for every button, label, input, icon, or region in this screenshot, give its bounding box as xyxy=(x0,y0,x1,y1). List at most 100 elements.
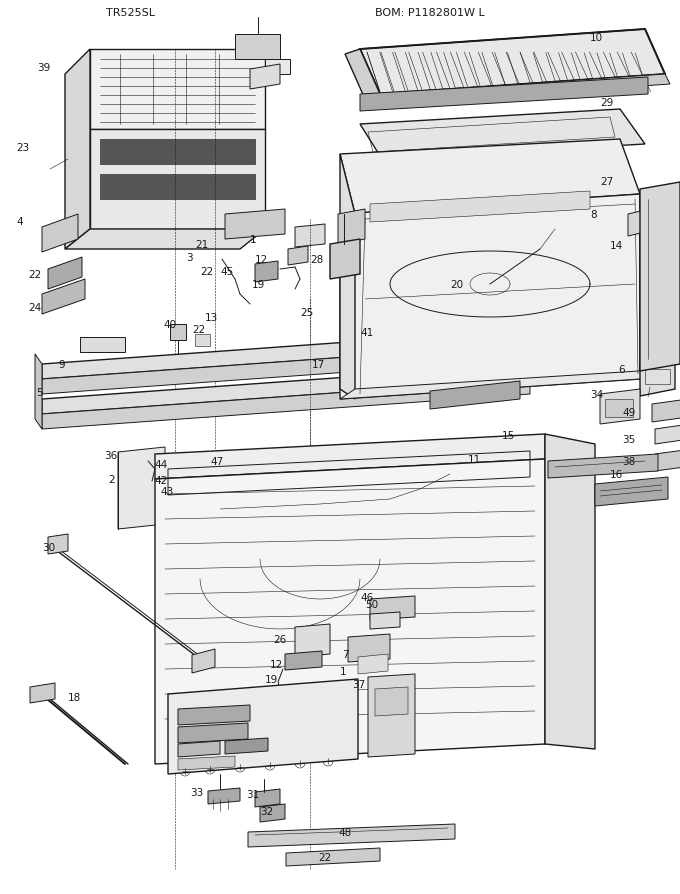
Polygon shape xyxy=(600,390,640,425)
Text: 48: 48 xyxy=(338,827,352,837)
Polygon shape xyxy=(208,462,248,485)
Text: 41: 41 xyxy=(360,327,373,338)
Polygon shape xyxy=(158,465,198,483)
Polygon shape xyxy=(285,651,322,670)
Polygon shape xyxy=(652,400,680,423)
Text: 50: 50 xyxy=(365,599,378,610)
Polygon shape xyxy=(640,358,675,397)
Polygon shape xyxy=(595,477,668,506)
Polygon shape xyxy=(340,369,670,400)
Text: 35: 35 xyxy=(622,434,635,444)
Polygon shape xyxy=(286,848,380,866)
Polygon shape xyxy=(90,50,265,130)
Text: 11: 11 xyxy=(468,454,481,465)
Text: 20: 20 xyxy=(450,280,463,290)
Polygon shape xyxy=(192,649,215,673)
Polygon shape xyxy=(295,624,330,657)
Polygon shape xyxy=(208,789,240,804)
Polygon shape xyxy=(355,325,415,347)
Polygon shape xyxy=(640,182,680,372)
Text: 22: 22 xyxy=(318,852,331,862)
Polygon shape xyxy=(370,192,590,223)
Bar xyxy=(80,338,125,352)
Text: 9: 9 xyxy=(58,359,65,369)
Polygon shape xyxy=(345,50,380,100)
Polygon shape xyxy=(42,215,78,253)
Text: 45: 45 xyxy=(220,266,233,276)
Bar xyxy=(195,334,210,347)
Polygon shape xyxy=(100,175,255,199)
Text: 14: 14 xyxy=(610,240,624,250)
Polygon shape xyxy=(340,155,355,400)
Polygon shape xyxy=(48,535,68,554)
Polygon shape xyxy=(370,596,415,620)
Polygon shape xyxy=(178,741,220,757)
Polygon shape xyxy=(288,247,308,266)
Text: 44: 44 xyxy=(154,460,167,469)
Polygon shape xyxy=(65,50,90,249)
Polygon shape xyxy=(160,486,193,504)
Polygon shape xyxy=(30,683,55,704)
Polygon shape xyxy=(340,195,640,400)
Bar xyxy=(645,369,670,384)
Polygon shape xyxy=(330,240,360,280)
Polygon shape xyxy=(90,130,265,230)
Polygon shape xyxy=(548,454,658,478)
Text: 38: 38 xyxy=(622,457,635,467)
Polygon shape xyxy=(628,207,658,237)
Polygon shape xyxy=(345,299,380,323)
Text: TR525SL: TR525SL xyxy=(105,8,154,18)
Polygon shape xyxy=(295,224,325,248)
Text: 22: 22 xyxy=(200,266,214,276)
Polygon shape xyxy=(248,824,455,847)
Polygon shape xyxy=(338,210,365,245)
Polygon shape xyxy=(655,425,680,444)
Polygon shape xyxy=(358,654,388,674)
Polygon shape xyxy=(100,139,255,164)
Bar xyxy=(605,400,633,417)
Text: 19: 19 xyxy=(265,674,278,684)
Polygon shape xyxy=(260,804,285,822)
Polygon shape xyxy=(640,185,670,380)
Polygon shape xyxy=(360,110,645,160)
Text: 26: 26 xyxy=(273,634,286,645)
Polygon shape xyxy=(225,210,285,240)
Text: 29: 29 xyxy=(600,97,613,108)
Text: 7: 7 xyxy=(342,649,349,659)
Polygon shape xyxy=(178,723,248,743)
Text: 37: 37 xyxy=(352,679,365,689)
Polygon shape xyxy=(42,344,530,394)
Polygon shape xyxy=(168,679,358,774)
Polygon shape xyxy=(65,230,265,249)
Polygon shape xyxy=(48,257,82,290)
Text: 8: 8 xyxy=(590,210,596,220)
Text: 36: 36 xyxy=(104,451,117,460)
Polygon shape xyxy=(370,612,400,629)
Text: 43: 43 xyxy=(160,486,173,496)
Polygon shape xyxy=(655,450,680,471)
Polygon shape xyxy=(42,365,530,415)
Polygon shape xyxy=(225,738,268,755)
Polygon shape xyxy=(42,380,530,429)
Text: 47: 47 xyxy=(210,457,223,467)
Polygon shape xyxy=(255,262,278,283)
Text: 16: 16 xyxy=(610,469,624,479)
Polygon shape xyxy=(178,705,250,725)
Text: 34: 34 xyxy=(590,390,603,400)
Polygon shape xyxy=(178,756,235,770)
Text: 49: 49 xyxy=(622,408,635,417)
Text: 4: 4 xyxy=(16,216,22,227)
Text: 40: 40 xyxy=(163,320,176,330)
Text: 30: 30 xyxy=(42,543,55,552)
Polygon shape xyxy=(340,139,640,215)
Polygon shape xyxy=(155,434,545,479)
Text: 2: 2 xyxy=(108,475,115,485)
Text: 22: 22 xyxy=(192,325,205,334)
Text: 46: 46 xyxy=(360,593,373,603)
Text: 32: 32 xyxy=(260,806,273,816)
Polygon shape xyxy=(348,634,390,662)
Text: 12: 12 xyxy=(255,255,268,265)
Polygon shape xyxy=(368,674,415,757)
Bar xyxy=(170,325,186,341)
Text: 28: 28 xyxy=(310,255,323,265)
